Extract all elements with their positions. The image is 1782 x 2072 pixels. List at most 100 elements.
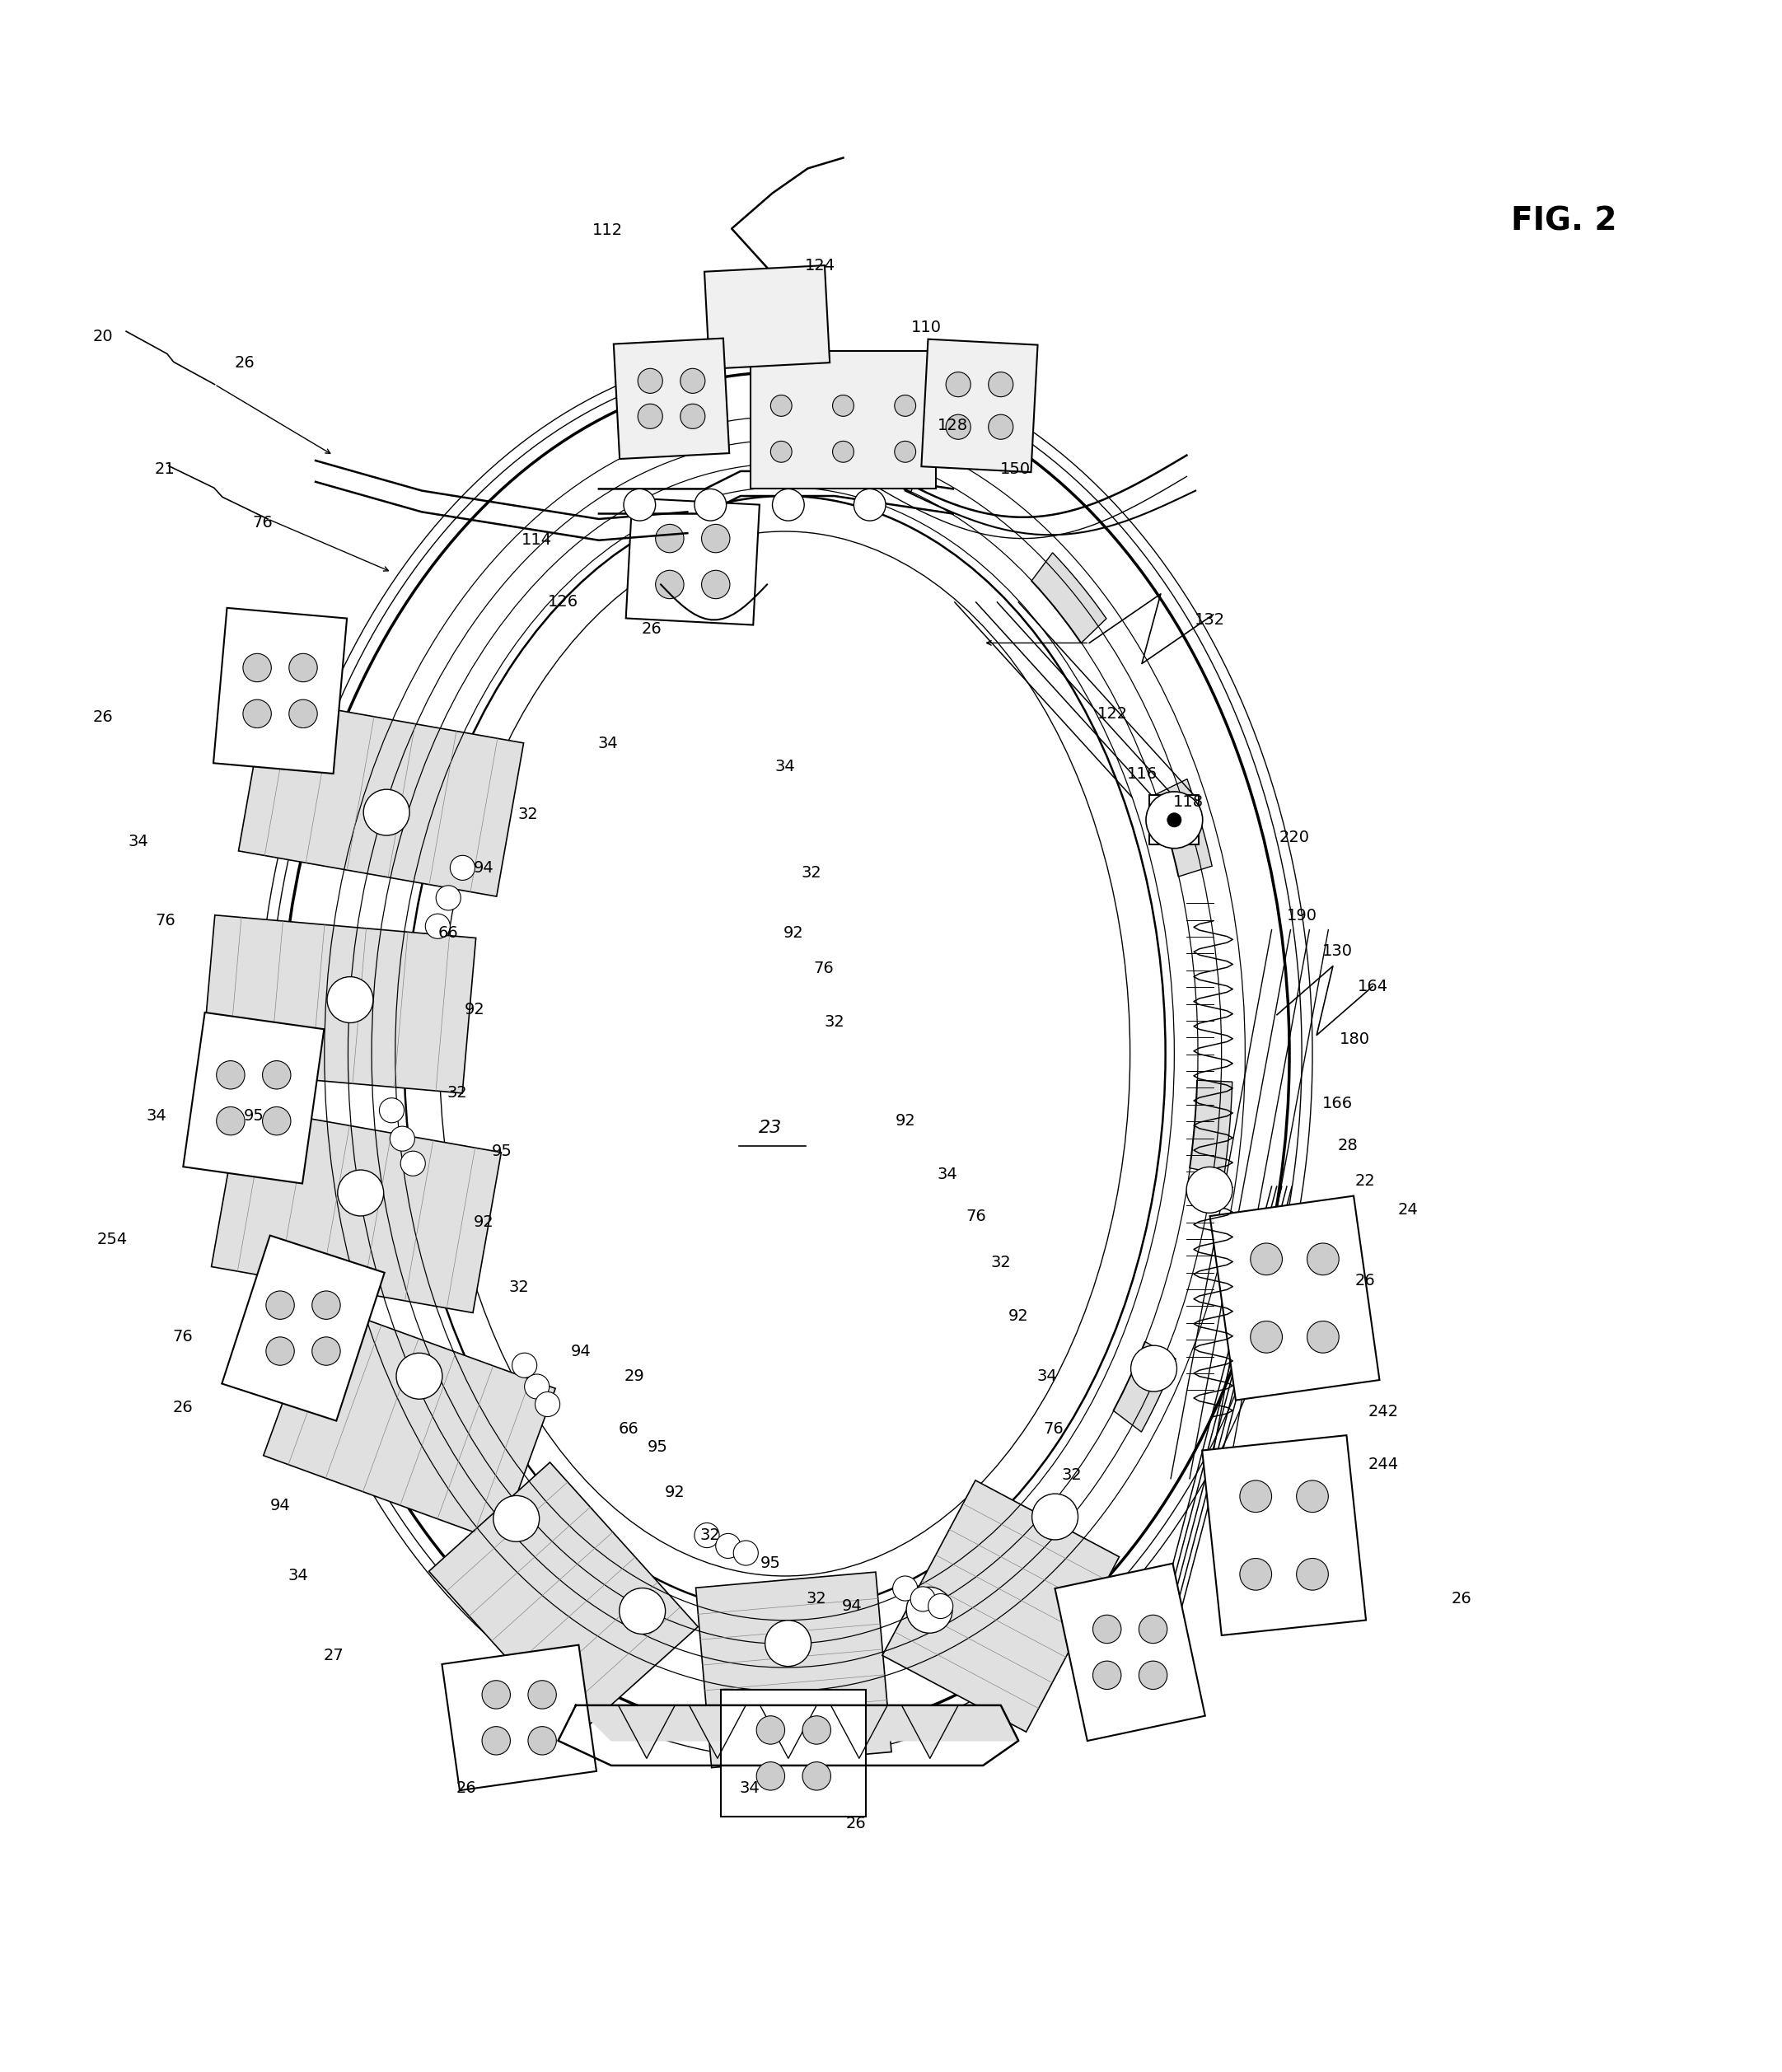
- Text: 20: 20: [93, 329, 114, 344]
- Text: 34: 34: [128, 833, 148, 850]
- Circle shape: [946, 373, 971, 398]
- Circle shape: [764, 1620, 811, 1666]
- Bar: [921, 340, 1037, 472]
- Text: 76: 76: [155, 914, 175, 928]
- Circle shape: [832, 441, 854, 462]
- Text: 254: 254: [96, 1231, 127, 1247]
- Text: 132: 132: [1194, 611, 1224, 628]
- Circle shape: [396, 1353, 442, 1399]
- Bar: [429, 1463, 699, 1736]
- Circle shape: [1251, 1243, 1283, 1274]
- Text: 66: 66: [438, 926, 458, 941]
- Circle shape: [266, 1291, 294, 1320]
- Text: 94: 94: [474, 860, 494, 876]
- Circle shape: [695, 1523, 720, 1548]
- Circle shape: [907, 1587, 952, 1633]
- Text: 34: 34: [287, 1569, 308, 1583]
- Circle shape: [1032, 1494, 1078, 1539]
- Circle shape: [1132, 1345, 1176, 1392]
- Circle shape: [656, 524, 684, 553]
- Circle shape: [337, 1171, 383, 1216]
- Circle shape: [364, 789, 410, 835]
- Bar: [1149, 796, 1199, 845]
- Text: 114: 114: [522, 533, 552, 549]
- Circle shape: [681, 369, 706, 394]
- Text: 92: 92: [665, 1486, 686, 1500]
- Polygon shape: [1032, 553, 1107, 642]
- Text: 24: 24: [1397, 1202, 1418, 1218]
- Text: 116: 116: [1128, 767, 1158, 781]
- Text: 244: 244: [1369, 1457, 1399, 1473]
- Circle shape: [756, 1716, 784, 1745]
- Circle shape: [242, 653, 271, 682]
- Polygon shape: [830, 1705, 887, 1759]
- Circle shape: [437, 885, 462, 910]
- Circle shape: [802, 1716, 830, 1745]
- Text: 95: 95: [492, 1144, 511, 1158]
- Text: 26: 26: [642, 622, 663, 636]
- Circle shape: [802, 1761, 830, 1790]
- Circle shape: [390, 1127, 415, 1152]
- Text: 28: 28: [1338, 1138, 1358, 1154]
- Bar: [625, 497, 759, 626]
- Circle shape: [380, 1098, 405, 1123]
- Circle shape: [262, 1106, 290, 1135]
- Bar: [695, 1573, 891, 1767]
- Bar: [214, 607, 347, 773]
- Circle shape: [289, 653, 317, 682]
- Text: 27: 27: [323, 1647, 344, 1664]
- Text: 32: 32: [447, 1086, 467, 1100]
- Text: 34: 34: [740, 1780, 759, 1796]
- Polygon shape: [759, 1705, 816, 1759]
- Text: 76: 76: [173, 1328, 192, 1345]
- Circle shape: [524, 1374, 549, 1399]
- Bar: [750, 350, 936, 489]
- Circle shape: [734, 1542, 757, 1566]
- Circle shape: [289, 700, 317, 727]
- Bar: [239, 698, 524, 897]
- Polygon shape: [1155, 779, 1212, 876]
- Bar: [442, 1645, 597, 1790]
- Circle shape: [681, 404, 706, 429]
- Circle shape: [494, 1496, 540, 1542]
- Text: 32: 32: [807, 1591, 827, 1608]
- Circle shape: [216, 1106, 244, 1135]
- Text: 76: 76: [253, 514, 273, 530]
- Circle shape: [1240, 1558, 1272, 1589]
- Circle shape: [624, 489, 656, 520]
- Text: 32: 32: [519, 806, 538, 823]
- Circle shape: [911, 1587, 936, 1612]
- Text: 242: 242: [1369, 1403, 1399, 1419]
- Circle shape: [620, 1587, 665, 1635]
- Text: 29: 29: [624, 1368, 645, 1384]
- Circle shape: [481, 1680, 510, 1709]
- Circle shape: [695, 489, 727, 520]
- Circle shape: [1240, 1479, 1272, 1513]
- Circle shape: [989, 373, 1014, 398]
- Circle shape: [770, 396, 791, 416]
- Circle shape: [1187, 1167, 1233, 1212]
- Circle shape: [656, 570, 684, 599]
- Text: 22: 22: [1356, 1173, 1376, 1189]
- Text: 110: 110: [911, 319, 941, 336]
- Text: 34: 34: [1037, 1368, 1057, 1384]
- Text: 95: 95: [244, 1109, 264, 1123]
- Circle shape: [527, 1726, 556, 1755]
- Circle shape: [772, 489, 804, 520]
- Circle shape: [262, 1061, 290, 1090]
- Text: 21: 21: [155, 462, 175, 477]
- Circle shape: [1092, 1614, 1121, 1643]
- Circle shape: [893, 1577, 918, 1602]
- Bar: [184, 1013, 324, 1183]
- Text: 32: 32: [1062, 1467, 1082, 1484]
- Ellipse shape: [405, 495, 1165, 1612]
- Circle shape: [1139, 1662, 1167, 1689]
- Text: 26: 26: [173, 1401, 192, 1415]
- Bar: [722, 1689, 866, 1817]
- Circle shape: [1297, 1558, 1328, 1589]
- Bar: [212, 1106, 501, 1314]
- Circle shape: [1306, 1243, 1338, 1274]
- Polygon shape: [839, 433, 921, 493]
- Text: 95: 95: [647, 1438, 668, 1455]
- Circle shape: [312, 1291, 340, 1320]
